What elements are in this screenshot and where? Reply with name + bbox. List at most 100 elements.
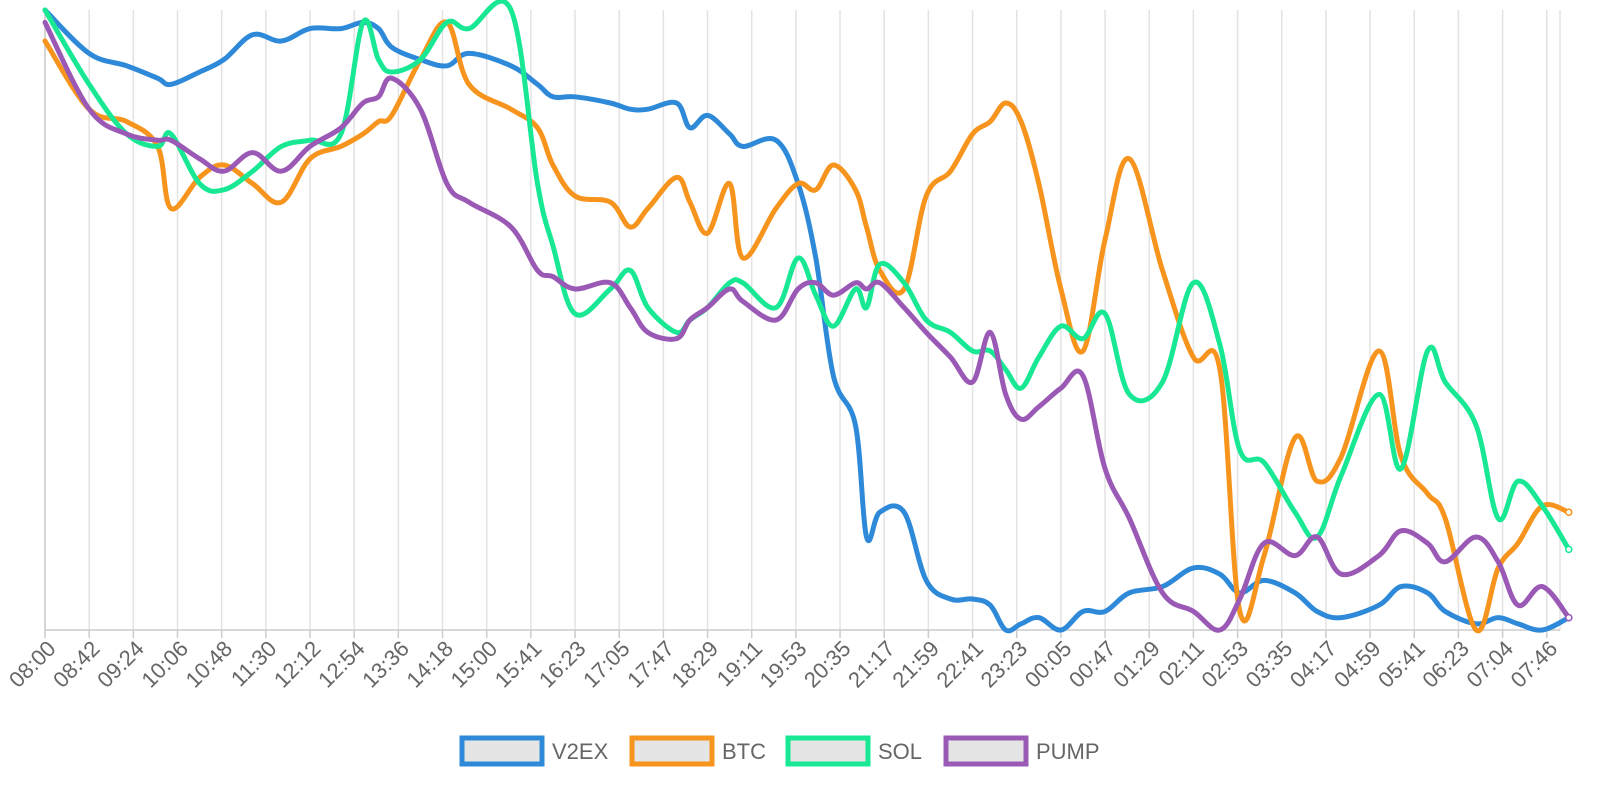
data-point-sol — [155, 144, 160, 149]
data-point-v2ex — [853, 423, 858, 428]
data-point-v2ex — [645, 107, 651, 112]
x-tick-label: 17:05 — [578, 636, 635, 693]
legend-item-pump[interactable]: PUMP — [943, 735, 1100, 767]
data-point-btc — [795, 181, 801, 186]
data-point-sol — [1261, 460, 1267, 465]
data-point-pump — [608, 280, 613, 285]
data-point-sol — [1398, 466, 1404, 471]
legend-item-btc[interactable]: BTC — [629, 735, 766, 767]
data-point-v2ex — [1261, 578, 1267, 583]
data-point-v2ex — [1191, 565, 1196, 571]
data-point-pump — [795, 286, 801, 292]
data-point-btc — [1036, 181, 1042, 186]
data-point-btc — [250, 181, 255, 186]
data-point-btc — [864, 224, 869, 230]
data-point-v2ex — [279, 38, 284, 44]
data-point-pump — [1080, 373, 1086, 378]
data-point-v2ex — [727, 131, 732, 137]
axes — [44, 10, 1560, 638]
series-v2ex — [42, 7, 1573, 634]
data-point-v2ex — [1102, 609, 1108, 614]
data-point-sol — [307, 138, 313, 143]
data-point-pump — [1339, 572, 1344, 577]
data-point-sol — [773, 305, 779, 310]
data-point-sol — [1473, 423, 1479, 428]
data-point-v2ex — [1398, 584, 1404, 589]
data-point-sol — [948, 330, 953, 335]
x-tick-label: 05:41 — [1373, 636, 1430, 693]
data-point-sol — [1018, 386, 1024, 391]
data-point-pump — [645, 330, 651, 335]
data-point-v2ex — [687, 125, 693, 130]
data-point-pump — [813, 280, 818, 285]
data-point-pump — [338, 125, 344, 130]
data-point-btc — [389, 113, 394, 118]
data-point-sol — [1102, 311, 1108, 316]
legend[interactable]: V2EX BTC SOL PUMP — [459, 735, 1100, 767]
data-point-pump — [1376, 553, 1382, 558]
data-point-pump — [389, 76, 394, 81]
x-tick-label: 18:29 — [666, 636, 723, 693]
data-point-pump — [1217, 627, 1223, 633]
legend-item-v2ex[interactable]: V2EX — [459, 735, 609, 767]
x-tick-label: 04:59 — [1329, 636, 1386, 693]
data-point-btc — [360, 131, 366, 137]
series-pump — [42, 19, 1573, 633]
data-point-btc — [608, 200, 613, 205]
x-tick-label: 01:29 — [1108, 636, 1165, 693]
legend-item-sol[interactable]: SOL — [785, 735, 922, 767]
data-point-sol — [628, 268, 633, 273]
data-point-pump — [1292, 553, 1298, 558]
data-point-btc — [1515, 541, 1521, 546]
x-tick-label: 16:23 — [534, 636, 591, 693]
data-point-v2ex — [508, 63, 514, 68]
data-point-v2ex — [1376, 603, 1382, 608]
data-point-sol — [279, 144, 284, 149]
data-point-sol — [418, 57, 423, 62]
data-point-sol — [376, 57, 381, 62]
data-point-pump — [1127, 516, 1132, 521]
data-point-btc — [279, 200, 284, 205]
data-point-v2ex — [1515, 621, 1521, 626]
data-point-pump — [307, 144, 313, 149]
data-point-btc — [853, 187, 858, 192]
x-tick-label: 04:17 — [1285, 636, 1342, 693]
data-point-pump — [1191, 609, 1196, 614]
data-point-v2ex — [1292, 590, 1298, 595]
legend-label-pump: PUMP — [1036, 739, 1100, 764]
data-point-v2ex — [813, 255, 818, 261]
data-point-v2ex — [389, 45, 394, 50]
data-point-btc — [645, 206, 651, 211]
x-tick-label: 11:30 — [226, 636, 281, 691]
data-point-sol — [360, 20, 366, 25]
data-point-btc — [948, 169, 953, 174]
data-point-v2ex — [1018, 621, 1024, 626]
data-point-pump — [1003, 392, 1008, 397]
data-point-btc — [1376, 348, 1382, 354]
x-tick-label: 14:18 — [401, 636, 458, 693]
x-tick-label: 19:11 — [712, 636, 767, 691]
x-tick-label: 21:17 — [843, 636, 900, 693]
data-point-pump — [124, 131, 129, 137]
data-point-sol — [608, 286, 613, 292]
data-point-pump — [877, 280, 882, 285]
legend-swatch-pump — [943, 735, 1029, 767]
data-point-btc — [773, 206, 779, 211]
x-tick-label: 12:54 — [313, 636, 370, 693]
data-point-pump — [970, 379, 975, 385]
data-point-sol — [197, 181, 202, 186]
data-point-pump — [727, 286, 732, 292]
data-point-sol — [168, 131, 174, 137]
data-point-btc — [1261, 553, 1267, 558]
data-point-sol — [1339, 472, 1344, 478]
data-point-btc — [168, 206, 174, 211]
data-point-pump — [1036, 404, 1042, 409]
data-point-sol — [338, 131, 344, 137]
data-point-pump — [1160, 590, 1165, 595]
data-point-btc — [42, 38, 48, 44]
data-point-v2ex — [948, 596, 953, 602]
x-tick-label: 08:00 — [4, 636, 61, 693]
data-point-v2ex — [87, 51, 92, 56]
data-point-sol — [853, 286, 858, 292]
